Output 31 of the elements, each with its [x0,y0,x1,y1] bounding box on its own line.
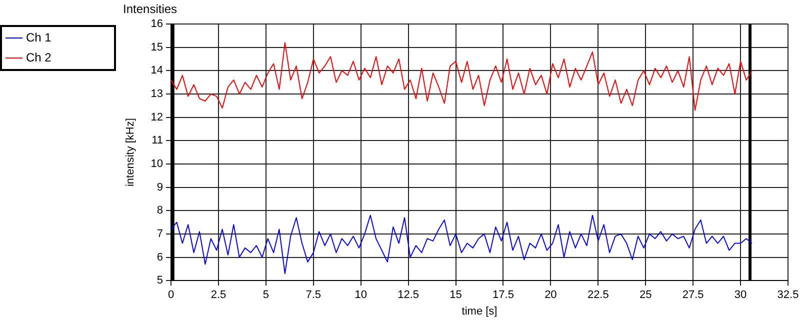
x-tick-label: 10 [354,289,367,302]
y-tick-label: 9 [156,181,163,194]
y-axis-title: intensity [kHz] [124,118,137,187]
y-tick-label: 6 [156,251,163,264]
legend-label: Ch 1 [26,30,52,44]
y-tick-label: 8 [156,204,163,217]
x-axis-title: time [s] [462,305,498,318]
y-tick-label: 7 [156,228,163,240]
y-tick-label: 14 [150,64,163,77]
x-tick-label: 32.5 [777,289,799,302]
y-tick-label: 12 [150,111,163,124]
x-tick-label: 17.5 [492,289,514,302]
chart-title: Intensities [123,2,178,16]
x-tick-label: 30 [734,289,747,302]
y-tick-label: 13 [150,88,163,100]
y-tick-label: 16 [150,18,163,30]
x-tick-label: 15 [450,289,462,302]
y-tick-label: 15 [150,41,163,54]
x-tick-label: 0 [168,289,174,302]
x-tick-label: 5 [262,289,269,302]
legend-label: Ch 2 [26,50,52,64]
y-tick-label: 5 [156,274,163,287]
x-tick-label: 7.5 [306,289,322,302]
x-tick-label: 2.5 [210,289,226,302]
x-tick-label: 12.5 [398,289,420,302]
x-tick-label: 27.5 [682,289,704,302]
x-tick-label: 20 [544,289,557,302]
y-tick-label: 11 [152,134,163,147]
y-tick-label: 10 [150,158,163,170]
x-tick-label: 25 [639,289,652,302]
x-tick-label: 22.5 [587,289,609,302]
